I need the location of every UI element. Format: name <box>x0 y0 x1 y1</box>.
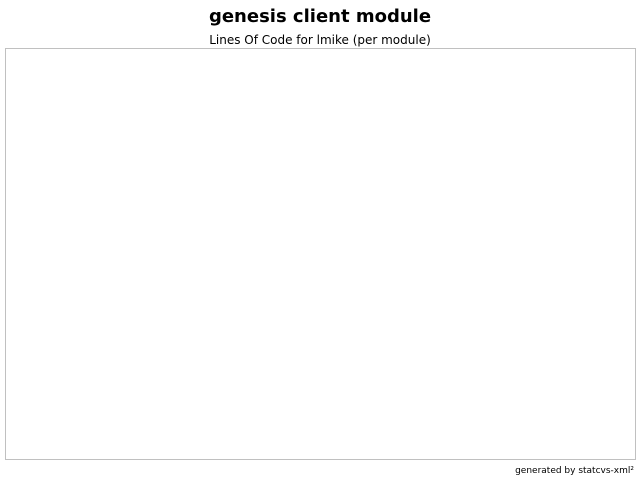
chart-title: genesis client module <box>208 6 432 27</box>
plot-canvas <box>6 49 635 459</box>
chart-subtitle: Lines Of Code for lmike (per module) <box>209 33 431 47</box>
generator-credit: generated by statcvs-xml² <box>515 466 634 476</box>
plot-area <box>5 48 636 460</box>
